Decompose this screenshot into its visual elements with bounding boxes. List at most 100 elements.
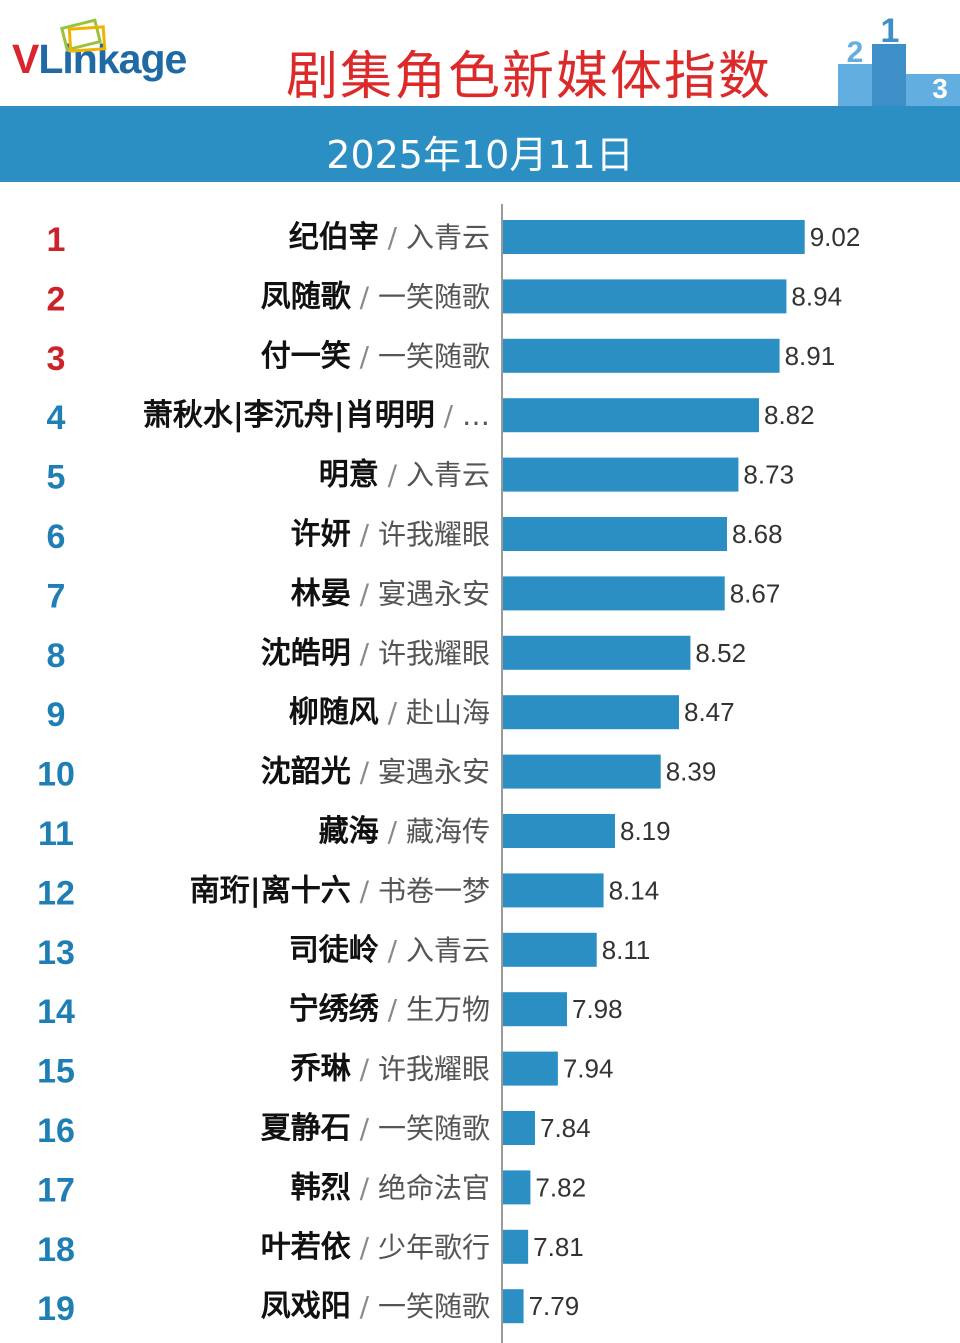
date-band	[0, 106, 960, 182]
logo-text: Linkage	[38, 36, 187, 82]
show-name: 宴遇永安	[378, 577, 490, 610]
rank-17: 17	[37, 1171, 75, 1209]
value-label-2: 8.94	[791, 281, 842, 311]
show-name: …	[462, 399, 490, 432]
row-label-13: 司徒岭 / 入青云	[289, 933, 490, 968]
bar-18	[503, 1229, 529, 1264]
vlinkage-logo: VLinkage	[12, 36, 187, 83]
show-name: 一笑随歌	[378, 340, 490, 373]
value-label-19: 7.79	[529, 1291, 580, 1321]
bar-2	[503, 279, 787, 314]
character-name: 夏静石	[261, 1111, 351, 1146]
row-label-8: 沈皓明 / 许我耀眼	[261, 636, 490, 671]
label-separator: /	[379, 459, 406, 492]
rank-14: 14	[37, 993, 75, 1031]
rank-10: 10	[37, 756, 75, 794]
row-label-17: 韩烈 / 绝命法官	[291, 1170, 490, 1205]
row-label-4: 萧秋水|李沉舟|肖明明 / …	[143, 398, 490, 433]
row-label-2: 凤随歌 / 一笑随歌	[261, 279, 490, 314]
row-label-7: 林晏 / 宴遇永安	[291, 576, 490, 611]
header: VLinkage 剧集角色新媒体指数 1 2 3	[0, 0, 960, 107]
bar-6	[503, 517, 727, 551]
rank-12: 12	[37, 874, 75, 912]
value-label-3: 8.91	[785, 341, 836, 371]
rank-18: 18	[37, 1231, 75, 1269]
label-separator: /	[351, 1112, 378, 1145]
value-label-12: 8.14	[609, 875, 660, 905]
character-name: 柳随风	[289, 695, 379, 730]
row-label-10: 沈韶光 / 宴遇永安	[261, 755, 490, 790]
row-label-6: 许妍 / 许我耀眼	[291, 517, 490, 552]
character-name: 藏海	[319, 814, 379, 849]
value-label-16: 7.84	[540, 1113, 591, 1143]
show-name: 藏海传	[406, 815, 490, 848]
label-separator: /	[351, 1171, 378, 1204]
label-separator: /	[351, 1231, 378, 1264]
character-name: 纪伯宰	[289, 220, 379, 255]
character-name: 叶若依	[261, 1230, 352, 1265]
row-label-9: 柳随风 / 赴山海	[289, 695, 490, 730]
value-label-5: 8.73	[743, 460, 794, 490]
value-label-18: 7.81	[533, 1232, 584, 1262]
bar-7	[503, 576, 725, 611]
show-name: 入青云	[406, 934, 490, 967]
character-name: 韩烈	[291, 1170, 351, 1205]
show-name: 一笑随歌	[378, 1112, 490, 1145]
label-separator: /	[379, 696, 406, 729]
rank-4: 4	[47, 399, 66, 437]
show-name: 宴遇永安	[378, 756, 490, 789]
label-separator: /	[351, 577, 378, 610]
character-name: 凤随歌	[261, 279, 352, 314]
bar-11	[503, 814, 615, 848]
rank-6: 6	[47, 518, 66, 556]
label-separator: /	[351, 756, 378, 789]
show-name: 入青云	[406, 459, 490, 492]
character-name: 明意	[319, 458, 379, 493]
bar-9	[503, 695, 679, 730]
character-name: 沈皓明	[261, 636, 351, 671]
value-label-9: 8.47	[684, 697, 735, 727]
label-separator: /	[379, 934, 406, 967]
label-separator: /	[351, 1053, 378, 1086]
label-separator: /	[351, 340, 378, 373]
rank-3: 3	[47, 340, 66, 378]
character-name: 宁绣绣	[289, 992, 380, 1027]
bar-16	[503, 1111, 535, 1145]
label-separator: /	[351, 874, 378, 907]
character-name: 沈韶光	[261, 755, 351, 790]
podium-second: 2	[847, 36, 864, 69]
rank-16: 16	[37, 1112, 75, 1150]
ranking-bar-chart: 9.02 1 纪伯宰 / 入青云 8.94 2 凤随歌 / 一笑随歌 8.91 3 付一笑 / …	[37, 204, 861, 1343]
row-label-1: 纪伯宰 / 入青云	[289, 220, 490, 255]
value-label-11: 8.19	[620, 816, 671, 846]
bar-5	[503, 457, 739, 492]
show-name: 绝命法官	[378, 1171, 490, 1204]
rank-5: 5	[47, 459, 66, 497]
label-separator: /	[351, 637, 378, 670]
bar-1	[503, 220, 805, 254]
row-label-12: 南珩|离十六 / 书卷一梦	[190, 873, 490, 908]
logo-screens-icon	[60, 18, 107, 53]
value-label-1: 9.02	[810, 222, 861, 252]
character-name: 林晏	[291, 576, 351, 611]
bar-8	[503, 635, 691, 670]
bar-13	[503, 932, 597, 967]
row-label-11: 藏海 / 藏海传	[319, 814, 490, 849]
rank-9: 9	[47, 696, 66, 734]
show-name: 入青云	[406, 221, 490, 254]
row-label-5: 明意 / 入青云	[319, 458, 490, 493]
character-name: 乔琳	[291, 1052, 352, 1087]
value-label-6: 8.68	[732, 519, 783, 549]
bar-17	[503, 1170, 531, 1205]
logo-v: V	[12, 36, 39, 82]
value-label-4: 8.82	[764, 400, 815, 430]
row-label-3: 付一笑 / 一笑随歌	[261, 339, 490, 374]
bar-4	[503, 398, 759, 433]
show-name: 书卷一梦	[378, 874, 490, 907]
rank-11: 11	[38, 815, 74, 853]
bar-12	[503, 873, 604, 908]
show-name: 一笑随歌	[378, 1290, 490, 1323]
label-separator: /	[351, 280, 378, 313]
row-label-15: 乔琳 / 许我耀眼	[291, 1052, 490, 1087]
character-name: 凤戏阳	[261, 1289, 351, 1324]
